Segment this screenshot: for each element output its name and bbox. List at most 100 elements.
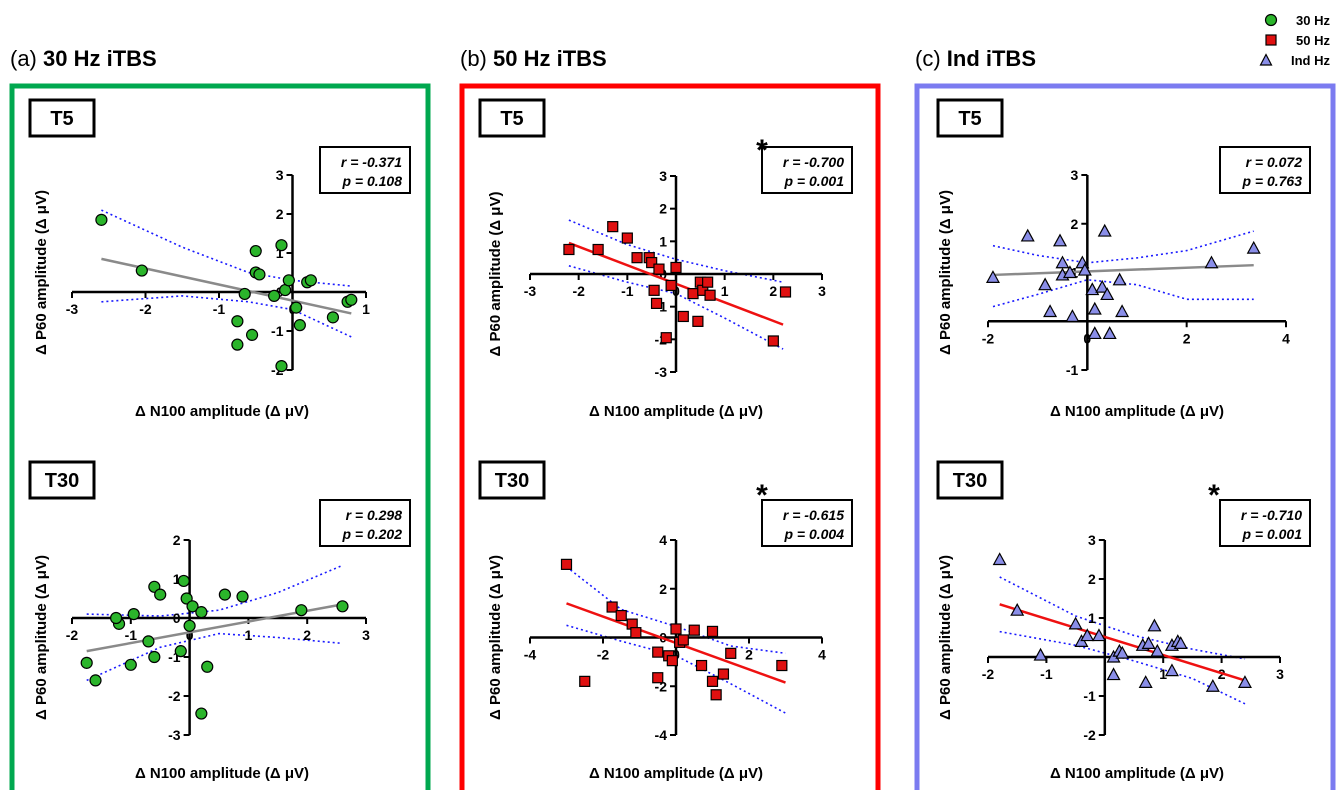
y-axis-label: Δ P60 amplitude (Δ μV) bbox=[487, 555, 504, 720]
y-tick-label: 1 bbox=[659, 233, 667, 249]
data-point bbox=[650, 297, 663, 309]
stats-box bbox=[761, 499, 853, 547]
x-tick-label: 2 bbox=[745, 647, 753, 663]
data-point bbox=[1095, 279, 1110, 293]
y-tick-label: 3 bbox=[1071, 167, 1079, 183]
data-point bbox=[779, 286, 792, 298]
significance-star: * bbox=[756, 134, 768, 167]
stats-box bbox=[319, 499, 411, 547]
data-point bbox=[648, 284, 660, 296]
x-tick-label: -2 bbox=[982, 666, 995, 682]
data-point bbox=[1115, 645, 1130, 659]
stats-box bbox=[1219, 499, 1311, 547]
timepoint-label: T5 bbox=[500, 108, 523, 130]
x-axis-label: Δ N100 amplitude (Δ μV) bbox=[1050, 403, 1224, 420]
x-tick-label: -1 bbox=[213, 301, 226, 317]
data-point bbox=[89, 674, 102, 687]
data-point bbox=[725, 647, 737, 659]
data-point bbox=[124, 658, 137, 671]
panel-title-a-prefix: (a) bbox=[10, 46, 37, 71]
data-point bbox=[670, 261, 682, 274]
data-point bbox=[177, 574, 190, 588]
stats-box bbox=[761, 146, 853, 194]
significance-star: * bbox=[756, 479, 768, 512]
panel-title-a-name: 30 Hz iTBS bbox=[43, 46, 157, 71]
timepoint-box bbox=[28, 98, 96, 138]
data-point bbox=[95, 213, 108, 226]
x-tick-label: -4 bbox=[524, 647, 537, 663]
data-point bbox=[336, 600, 349, 613]
data-point bbox=[236, 590, 249, 603]
panel-frame-b bbox=[459, 83, 881, 790]
data-point bbox=[1112, 272, 1127, 286]
data-point bbox=[670, 623, 682, 635]
y-tick-label: 2 bbox=[1088, 571, 1096, 587]
stats-p: p = 0.202 bbox=[341, 526, 402, 542]
ci-upper-line bbox=[992, 230, 1254, 264]
timepoint-box bbox=[936, 460, 1004, 500]
ci-lower-line bbox=[999, 630, 1246, 705]
data-point bbox=[1138, 675, 1153, 688]
x-tick-label: -1 bbox=[125, 627, 138, 643]
y-axis-label: Δ P60 amplitude (Δ μV) bbox=[487, 192, 504, 357]
data-point bbox=[195, 707, 208, 720]
data-point bbox=[704, 289, 716, 301]
stats-p: p = 0.001 bbox=[783, 173, 844, 189]
stats-r: r = 0.072 bbox=[1246, 154, 1303, 170]
data-point bbox=[579, 675, 591, 687]
x-tick-label: 3 bbox=[818, 283, 826, 299]
x-tick-label: 4 bbox=[818, 647, 826, 663]
data-point bbox=[174, 645, 187, 658]
data-point bbox=[1173, 636, 1188, 649]
data-point bbox=[702, 276, 714, 288]
data-point bbox=[293, 319, 306, 332]
x-tick-label: 0 bbox=[186, 627, 194, 643]
data-point bbox=[985, 270, 1000, 283]
y-tick-label: 2 bbox=[659, 201, 667, 217]
data-point bbox=[1077, 262, 1092, 276]
data-point bbox=[1102, 326, 1117, 340]
data-point bbox=[1080, 628, 1095, 642]
x-tick-label: 1 bbox=[1159, 666, 1167, 682]
timepoint-box bbox=[478, 460, 546, 500]
data-point bbox=[1205, 678, 1220, 692]
data-point bbox=[1141, 636, 1156, 649]
y-axis-label: Δ P60 amplitude (Δ μV) bbox=[937, 555, 954, 720]
legend-item-indhz: Ind Hz bbox=[1259, 50, 1330, 70]
data-point bbox=[275, 360, 288, 373]
ci-lower-line bbox=[86, 632, 343, 682]
timepoint-label: T30 bbox=[953, 470, 987, 492]
data-point bbox=[249, 244, 262, 258]
data-point bbox=[1010, 602, 1025, 616]
x-tick-label: -2 bbox=[982, 330, 995, 346]
data-point bbox=[345, 293, 358, 306]
panel-frame-a bbox=[9, 83, 431, 790]
stats-r: r = -0.710 bbox=[1241, 507, 1302, 523]
y-tick-label: 2 bbox=[173, 532, 181, 548]
timepoint-label: T30 bbox=[45, 470, 79, 492]
data-point bbox=[621, 232, 633, 244]
x-tick-label: -2 bbox=[572, 283, 585, 299]
stats-box bbox=[1219, 146, 1311, 194]
regression-line bbox=[999, 603, 1246, 682]
y-tick-label: -1 bbox=[1083, 688, 1096, 704]
data-point bbox=[706, 625, 719, 638]
stats-p: p = 0.763 bbox=[1241, 173, 1302, 189]
data-point bbox=[282, 274, 295, 287]
data-point bbox=[1164, 663, 1179, 677]
data-point bbox=[1068, 616, 1083, 630]
data-point bbox=[687, 288, 699, 300]
y-tick-label: 3 bbox=[1088, 532, 1096, 548]
x-tick-label: 4 bbox=[1282, 330, 1290, 346]
data-point bbox=[148, 650, 161, 664]
stats-p: p = 0.004 bbox=[783, 526, 844, 542]
x-tick-label: 2 bbox=[1183, 330, 1191, 346]
x-tick-label: 0 bbox=[672, 647, 680, 663]
stats-r: r = -0.700 bbox=[783, 154, 844, 170]
data-point bbox=[245, 328, 259, 341]
